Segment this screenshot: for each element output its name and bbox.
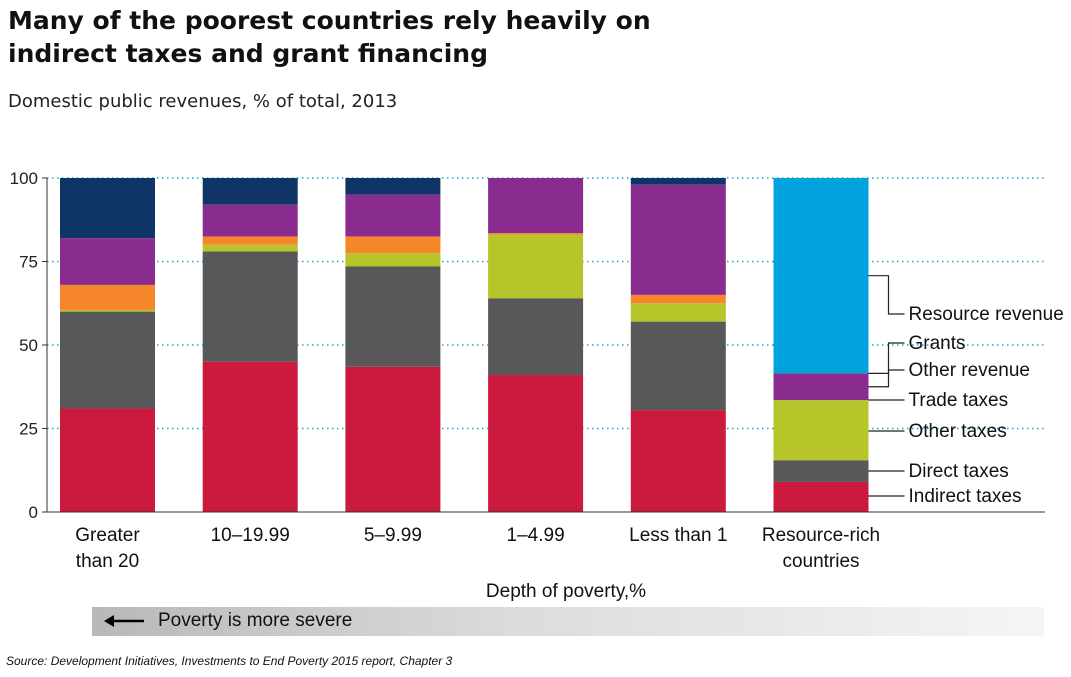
legend-label: Trade taxes	[909, 390, 1009, 411]
x-tick-label: than 20	[76, 551, 139, 572]
x-tick-label: countries	[782, 551, 859, 572]
arrow-left-icon	[104, 615, 144, 627]
source-note: Source: Development Initiatives, Investm…	[6, 654, 453, 668]
bar-segment: Other taxes: 4	[345, 253, 441, 267]
y-tick-label: 25	[19, 420, 38, 439]
legend-leader	[868, 342, 905, 374]
bar-segment: Other taxes: 5.5	[630, 303, 726, 322]
bar-segment: Indirect taxes: 9	[773, 481, 869, 512]
bar-segment: Other revenue: 8	[773, 373, 869, 401]
legend-leader	[868, 275, 905, 315]
y-tick-label: 100	[10, 169, 38, 188]
legend-label: Grants	[909, 333, 966, 354]
bar-segment: Trade taxes: 2.5	[202, 236, 298, 245]
bar-segment: Indirect taxes: 41	[488, 375, 584, 512]
bar-segment: Other taxes: 18	[773, 400, 869, 461]
bar-segment: Trade taxes: 2.5	[630, 294, 726, 304]
bar-segment: Grants: 18	[60, 178, 155, 239]
x-tick-label: Greater	[75, 525, 140, 546]
legend-label: Other revenue	[909, 360, 1030, 381]
bar-segment: Other revenue: 9.5	[202, 204, 298, 237]
bar-segment: Indirect taxes: 45	[202, 361, 298, 512]
bar-segment: Grants: 5	[345, 178, 441, 195]
axes: 0 25 50 75 100 Greater than 20 10–19.99 5–9.99 1–…	[10, 169, 1045, 602]
bar-segment: Other revenue: 14	[60, 238, 155, 285]
bar-segment: Direct taxes: 23	[488, 298, 584, 376]
x-tick-label: Resource-rich	[762, 525, 880, 546]
bar-segment: Other taxes: 0.5	[60, 309, 155, 312]
bar-segment: Indirect taxes: 43.5	[345, 366, 441, 512]
chart-title: Many of the poorest countries rely heavi…	[8, 6, 651, 68]
x-axis-title: Depth of poverty,%	[486, 581, 646, 602]
legend-leader	[868, 369, 905, 388]
legend-label: Indirect taxes	[909, 486, 1022, 507]
x-tick-label: 1–4.99	[507, 525, 565, 546]
x-tick-label: Less than 1	[629, 525, 727, 546]
legend-label: Other taxes	[909, 421, 1007, 442]
bar-segment: Indirect taxes: 31	[60, 408, 155, 512]
bar-segment: Resource revenue: 58.5	[773, 178, 869, 374]
bar-segment: Other taxes: 19	[488, 234, 584, 299]
legend-label: Resource revenue	[909, 304, 1064, 325]
y-tick-label: 50	[19, 336, 38, 355]
bar-segment: Other revenue: 33	[630, 184, 726, 295]
bar-segment: Other revenue: 16.5	[488, 178, 584, 234]
bars: Indirect taxes: 31Direct taxes: 29Other …	[60, 178, 869, 512]
legend-label: Direct taxes	[909, 461, 1009, 482]
x-tick-label: 10–19.99	[211, 525, 290, 546]
y-tick-label: 0	[29, 503, 38, 522]
legend: Resource revenue Grants Other revenue Trade…	[868, 275, 1064, 507]
bar-segment: Direct taxes: 26.5	[630, 321, 726, 411]
bar-segment: Direct taxes: 33	[202, 251, 298, 362]
bar-segment: Trade taxes: 0.5	[488, 233, 584, 235]
bar-segment: Other taxes: 2	[202, 244, 298, 252]
bar-segment: Trade taxes: 5	[345, 236, 441, 254]
poverty-severity-band: Poverty is more severe	[92, 607, 1044, 636]
bar-segment: Trade taxes: 7.5	[60, 284, 155, 310]
poverty-severity-label: Poverty is more severe	[158, 610, 353, 631]
bar-segment: Direct taxes: 30	[345, 266, 441, 367]
x-tick-label: 5–9.99	[364, 525, 422, 546]
bar-segment: Grants: 8	[202, 178, 298, 205]
chart-subtitle: Domestic public revenues, % of total, 20…	[8, 91, 398, 112]
bar-segment: Direct taxes: 29	[60, 311, 155, 409]
y-tick-label: 75	[19, 253, 38, 272]
bar-segment: Grants: 2	[630, 178, 726, 185]
bar-segment: Indirect taxes: 30.5	[630, 410, 726, 512]
bar-segment: Other revenue: 12.5	[345, 194, 441, 237]
bar-segment: Direct taxes: 6.5	[773, 460, 869, 482]
